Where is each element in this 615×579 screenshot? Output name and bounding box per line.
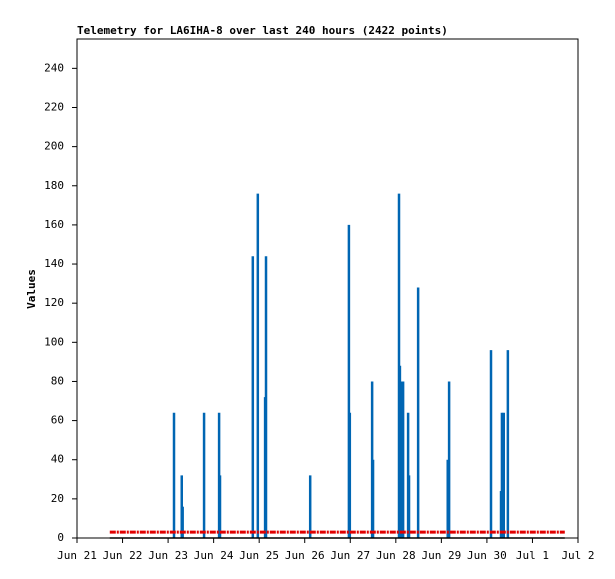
y-tick-label: 0 <box>57 531 64 544</box>
y-tick-label: 40 <box>51 453 64 466</box>
y-tick-label: 240 <box>44 61 64 74</box>
x-tick-label: Jun 27 <box>330 549 370 562</box>
y-tick-label: 60 <box>51 414 64 427</box>
x-tick-label: Jun 28 <box>376 549 416 562</box>
y-tick-label: 180 <box>44 179 64 192</box>
x-tick-label: Jul 2 <box>561 549 594 562</box>
x-tick-label: Jun 25 <box>239 549 279 562</box>
x-tick-label: Jul 1 <box>516 549 549 562</box>
y-tick-label: 160 <box>44 218 64 231</box>
y-tick-label: 80 <box>51 374 64 387</box>
x-tick-label: Jun 26 <box>285 549 325 562</box>
y-tick-label: 120 <box>44 296 64 309</box>
y-tick-label: 200 <box>44 140 64 153</box>
y-tick-label: 220 <box>44 100 64 113</box>
y-tick-label: 100 <box>44 335 64 348</box>
y-tick-label: 140 <box>44 257 64 270</box>
x-tick-label: Jun 23 <box>148 549 188 562</box>
x-tick-label: Jun 24 <box>194 549 234 562</box>
chart-title: Telemetry for LA6IHA-8 over last 240 hou… <box>77 24 448 37</box>
x-tick-label: Jun 30 <box>467 549 507 562</box>
y-axis-label: Values <box>25 269 38 309</box>
x-tick-label: Jun 29 <box>421 549 461 562</box>
y-tick-label: 20 <box>51 492 64 505</box>
x-tick-label: Jun 21 <box>57 549 97 562</box>
x-tick-label: Jun 22 <box>103 549 143 562</box>
